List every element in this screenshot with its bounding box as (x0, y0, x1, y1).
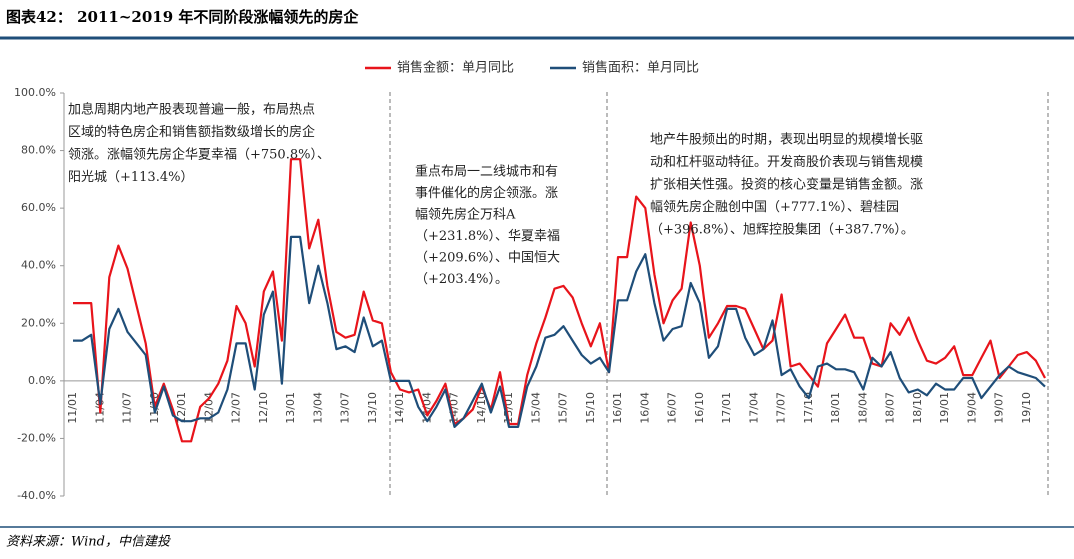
y-tick-label: -40.0% (17, 489, 56, 502)
source: 资料来源：Wind，中信建投 (6, 535, 171, 550)
annotation: 区域的特色房企和销售额指数级增长的房企 (68, 124, 315, 140)
annotation: 动和杠杆驱动特征。开发商股价表现与销售规模 (650, 154, 923, 170)
annotation: 幅领先房企万科A (415, 207, 516, 223)
x-tick-label: 16/10 (693, 392, 706, 424)
annotation: （+231.8%）、华夏幸福 (415, 229, 560, 244)
x-tick-label: 18/01 (829, 392, 842, 424)
x-tick-label: 18/10 (911, 392, 924, 424)
y-tick-label: 60.0% (21, 201, 56, 214)
annotation: 幅领先房企融创中国（+777.1%）、碧桂园 (650, 199, 899, 215)
x-tick-label: 17/10 (802, 392, 815, 424)
y-tick-label: 0.0% (28, 374, 56, 387)
x-tick-label: 16/04 (638, 392, 651, 424)
x-tick-label: 14/10 (475, 392, 488, 424)
x-tick-label: 15/07 (557, 392, 570, 424)
annotation: 地产牛股频出的时期，表现出明显的规模增长驱 (650, 132, 923, 148)
annotation: 重点布局一二线城市和有 (415, 164, 558, 180)
x-tick-label: 14/01 (393, 392, 406, 424)
x-tick-label: 19/07 (993, 392, 1006, 424)
x-tick-label: 12/07 (230, 392, 243, 424)
annotation: 领涨。涨幅领先房企华夏幸福（+750.8%）、 (68, 147, 330, 163)
legend-label: 销售面积：单月同比 (582, 60, 699, 76)
x-tick-label: 13/07 (339, 392, 352, 424)
annotation: 阳光城（+113.4%） (68, 170, 193, 185)
x-tick-label: 16/07 (666, 392, 679, 424)
series-line (73, 235, 1046, 428)
annotation: 扩张相关性强。投资的核心变量是销售金额。涨 (650, 177, 923, 193)
series-line (73, 158, 1046, 443)
x-tick-label: 19/10 (1020, 392, 1033, 424)
annotation: （+209.6%）、中国恒大 (415, 251, 560, 266)
x-tick-label: 18/04 (856, 392, 869, 424)
x-tick-label: 11/01 (66, 392, 79, 424)
x-tick-label: 18/07 (884, 392, 897, 424)
y-tick-label: -20.0% (17, 431, 56, 444)
legend-label: 销售金额：单月同比 (397, 60, 514, 76)
x-tick-label: 13/01 (284, 392, 297, 424)
annotation: （+203.4%）。 (415, 272, 508, 287)
x-tick-label: 13/10 (366, 392, 379, 424)
x-tick-label: 15/10 (584, 392, 597, 424)
y-tick-label: 20.0% (21, 316, 56, 329)
y-tick-label: 80.0% (21, 144, 56, 157)
x-tick-label: 11/07 (121, 392, 134, 424)
annotation: （+396.8%）、旭辉控股集团（+387.7%）。 (650, 222, 914, 238)
x-tick-label: 19/04 (965, 392, 978, 424)
x-tick-label: 16/01 (611, 392, 624, 424)
x-tick-label: 13/04 (311, 392, 324, 424)
annotation: 事件催化的房企领涨。涨 (415, 185, 558, 201)
x-tick-label: 15/04 (529, 392, 542, 424)
x-tick-label: 17/01 (720, 392, 733, 424)
y-tick-label: 100.0% (14, 86, 56, 99)
y-tick-label: 40.0% (21, 259, 56, 272)
x-tick-label: 12/01 (175, 392, 188, 424)
x-tick-label: 17/07 (775, 392, 788, 424)
title: 图表42： 2011~2019 年不同阶段涨幅领先的房企 (6, 8, 359, 26)
x-tick-label: 12/10 (257, 392, 270, 424)
x-tick-label: 17/04 (747, 392, 760, 424)
annotation: 加息周期内地产股表现普遍一般，布局热点 (68, 102, 315, 118)
x-tick-label: 19/01 (938, 392, 951, 424)
